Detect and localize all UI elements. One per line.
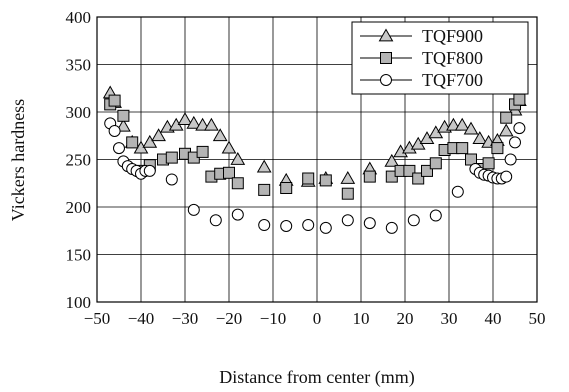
series-tqf900 — [102, 85, 527, 187]
y-axis-label: Vickers hardness — [8, 99, 28, 221]
data-point-tqf900 — [463, 121, 479, 135]
y-tick-label: 250 — [66, 151, 92, 170]
data-point-tqf900 — [142, 134, 158, 148]
y-tick-label: 350 — [66, 56, 92, 75]
data-point-tqf800 — [280, 182, 293, 194]
data-point-tqf700 — [407, 214, 420, 227]
data-point-tqf800 — [513, 93, 526, 106]
data-point-tqf700 — [385, 221, 398, 234]
series-tqf800 — [104, 93, 526, 200]
x-tick-label: −40 — [128, 309, 155, 328]
data-point-tqf800 — [403, 164, 416, 177]
x-tick-label: −30 — [172, 309, 199, 328]
data-point-tqf700 — [500, 170, 513, 183]
data-point-tqf700 — [187, 203, 200, 216]
x-tick-label: 40 — [485, 309, 502, 328]
data-point-tqf700 — [302, 219, 315, 232]
legend-label-tqf700: TQF700 — [422, 70, 483, 90]
y-tick-label: 400 — [66, 8, 92, 27]
legend-marker-tqf700 — [380, 74, 392, 86]
data-point-tqf700 — [429, 209, 442, 222]
y-axis-ticks: 100 150 200 250 300 350 400 — [66, 8, 92, 312]
data-point-tqf700 — [113, 142, 125, 155]
data-point-tqf800 — [165, 151, 178, 164]
data-point-tqf800 — [491, 142, 504, 155]
x-tick-label: 20 — [397, 309, 414, 328]
data-point-tqf800 — [196, 145, 209, 158]
data-point-tqf900 — [186, 115, 202, 129]
data-point-tqf700 — [108, 125, 121, 137]
legend-marker-tqf900 — [378, 28, 394, 42]
data-point-tqf800 — [429, 157, 442, 170]
x-tick-label: 0 — [313, 309, 322, 328]
data-point-tqf900 — [384, 153, 400, 167]
data-point-tqf900 — [454, 117, 470, 131]
data-point-tqf800 — [117, 109, 130, 122]
data-point-tqf900 — [256, 159, 272, 173]
data-point-tqf700 — [504, 153, 517, 166]
data-point-tqf700 — [509, 136, 521, 149]
data-point-tqf900 — [221, 140, 237, 154]
data-point-tqf900 — [195, 117, 210, 131]
x-tick-label: −20 — [216, 309, 243, 328]
data-point-tqf800 — [231, 177, 244, 190]
data-point-tqf700 — [319, 221, 332, 234]
x-tick-label: −50 — [84, 309, 111, 328]
data-point-tqf700 — [363, 217, 376, 230]
y-tick-label: 200 — [66, 198, 92, 217]
data-point-tqf900 — [446, 117, 461, 131]
y-tick-label: 150 — [66, 246, 92, 265]
x-tick-label: −10 — [260, 309, 287, 328]
data-point-tqf800 — [363, 170, 376, 183]
x-tick-label: 10 — [353, 309, 370, 328]
data-point-tqf900 — [204, 117, 219, 131]
data-point-tqf800 — [302, 172, 315, 185]
data-point-tqf800 — [126, 136, 139, 149]
data-point-tqf900 — [230, 151, 246, 165]
data-point-tqf800 — [341, 187, 354, 200]
data-point-tqf800 — [319, 174, 332, 187]
data-point-tqf700 — [258, 219, 271, 232]
data-point-tqf800 — [456, 142, 469, 155]
data-point-tqf900 — [472, 131, 488, 144]
data-point-tqf900 — [177, 112, 193, 125]
data-point-tqf700 — [143, 164, 156, 177]
data-point-tqf700 — [165, 173, 178, 186]
data-point-tqf700 — [513, 122, 526, 135]
x-axis-ticks: −50 −40 −30 −20 −10 0 10 20 30 40 50 — [84, 309, 546, 328]
series-tqf700 — [104, 117, 526, 234]
data-point-tqf900 — [498, 123, 514, 137]
data-point-tqf800 — [258, 183, 271, 196]
data-point-tqf900 — [340, 170, 356, 184]
data-point-tqf700 — [209, 214, 222, 227]
data-point-tqf700 — [451, 185, 464, 198]
data-point-tqf700 — [231, 208, 244, 221]
x-tick-label: 50 — [529, 309, 546, 328]
data-point-tqf800 — [108, 94, 121, 107]
y-tick-label: 100 — [66, 293, 92, 312]
legend-label-tqf900: TQF900 — [422, 26, 483, 46]
data-point-tqf800 — [223, 166, 235, 179]
data-point-tqf800 — [412, 172, 425, 185]
data-point-tqf900 — [116, 118, 131, 132]
data-point-tqf900 — [151, 128, 166, 142]
data-point-tqf800 — [482, 157, 495, 170]
legend-marker-tqf800 — [380, 52, 392, 64]
data-point-tqf700 — [341, 214, 354, 227]
y-tick-label: 300 — [66, 103, 92, 122]
data-point-tqf800 — [421, 164, 433, 177]
plot-frame — [96, 16, 538, 303]
legend-label-tqf800: TQF800 — [422, 48, 483, 68]
data-point-tqf900 — [212, 128, 228, 142]
x-axis-label: Distance from center (mm) — [219, 367, 414, 388]
data-point-tqf700 — [280, 220, 293, 232]
x-tick-label: 30 — [441, 309, 458, 328]
series-layer — [102, 85, 527, 234]
data-point-tqf800 — [500, 111, 513, 124]
